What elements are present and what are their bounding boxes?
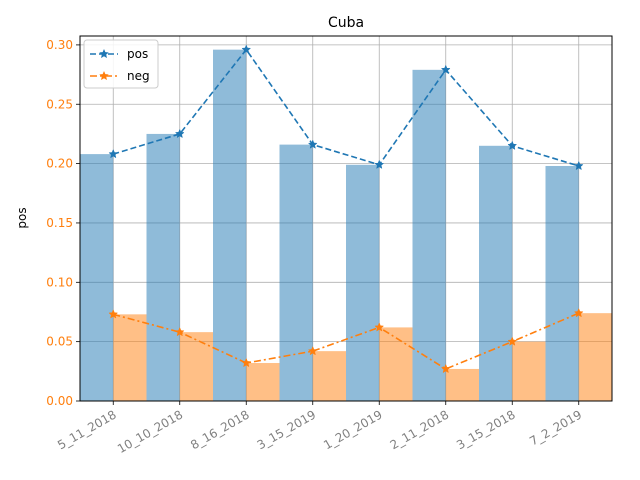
point-pos-7_2_2019 — [573, 160, 584, 171]
point-neg-3_15_2019 — [307, 345, 318, 356]
series-line-neg — [113, 312, 580, 370]
bar-pos-3_15_2018 — [479, 145, 513, 401]
point-pos-3_15_2018 — [507, 140, 518, 150]
point-neg-2_11_2018 — [440, 363, 451, 374]
bar-pos-7_2_2019 — [545, 165, 579, 401]
series-line-pos — [113, 48, 579, 167]
bar-neg-10_10_2018 — [179, 332, 213, 401]
bar-neg-7_2_2019 — [578, 313, 612, 401]
series-lines — [108, 44, 584, 374]
legend-marker-pos — [99, 48, 109, 59]
y-tick-label: 0.15 — [46, 216, 73, 230]
bar-neg-1_20_2019 — [379, 327, 413, 401]
y-tick-label: 0.25 — [46, 97, 73, 111]
point-pos-10_10_2018 — [174, 128, 185, 139]
plot-frame — [79, 35, 613, 402]
bar-pos-2_11_2018 — [412, 69, 446, 401]
legend-label-neg: neg — [127, 69, 150, 83]
point-pos-2_11_2018 — [440, 64, 451, 74]
legend[interactable]: pos neg — [83, 39, 159, 89]
bar-pos-5_11_2018 — [80, 154, 114, 401]
y-axis-ticks: 0.00 0.05 0.10 0.15 0.20 0.25 0.30 — [46, 38, 80, 408]
point-neg-3_15_2018 — [507, 336, 518, 346]
point-neg-1_20_2019 — [374, 322, 385, 332]
bar-pos-10_10_2018 — [146, 133, 180, 402]
y-tick-label: 0.10 — [46, 275, 73, 289]
point-neg-7_2_2019 — [573, 308, 584, 318]
y-tick-label: 0.05 — [46, 335, 73, 349]
bar-neg-3_15_2019 — [312, 351, 346, 401]
point-pos-5_11_2018 — [108, 148, 119, 159]
point-neg-10_10_2018 — [174, 326, 185, 337]
point-neg-8_16_2018 — [241, 357, 252, 368]
legend-label-pos: pos — [127, 47, 148, 61]
bar-neg-2_11_2018 — [445, 368, 479, 401]
bar-neg-8_16_2018 — [246, 363, 280, 401]
y-tick-label: 0.20 — [46, 157, 73, 171]
chart-title: Cuba — [328, 15, 364, 31]
y-axis-label: pos — [15, 207, 29, 228]
bars — [80, 49, 612, 402]
bar-pos-3_15_2019 — [279, 144, 313, 402]
y-tick-label: 0.00 — [46, 394, 73, 408]
legend-marker-neg — [99, 70, 109, 81]
bar-pos-1_20_2019 — [346, 164, 380, 401]
bar-neg-3_15_2018 — [512, 341, 546, 401]
point-pos-3_15_2019 — [307, 139, 318, 149]
point-neg-5_11_2018 — [108, 309, 119, 319]
bar-pos-8_16_2018 — [213, 49, 247, 402]
y-tick-label: 0.30 — [46, 38, 73, 52]
bar-neg-5_11_2018 — [113, 314, 147, 401]
point-pos-8_16_2018 — [241, 44, 252, 54]
point-pos-1_20_2019 — [374, 159, 385, 169]
